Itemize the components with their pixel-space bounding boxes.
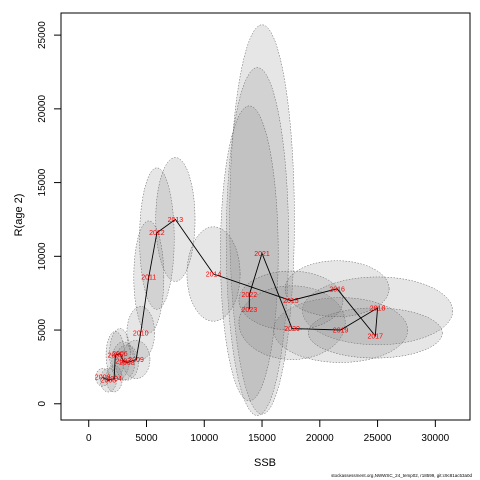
x-axis-label: SSB: [254, 457, 276, 469]
year-label-2017: 2017: [367, 333, 383, 340]
y-axis-label: R(age 2): [13, 194, 25, 237]
footer-note: stockassessment.org,NWWSC_24_temp02, r18…: [331, 473, 472, 478]
year-label-2015: 2015: [283, 298, 299, 305]
ellipse-2022: [225, 67, 289, 416]
trajectory-line: [102, 218, 379, 381]
year-label-2018: 2018: [370, 305, 386, 312]
x-axis: 0 5000 10000 15000 20000 25000 30000: [86, 419, 450, 444]
year-label-2011: 2011: [141, 274, 156, 281]
y-tick-label: 20000: [37, 95, 48, 123]
year-label-2021: 2021: [254, 251, 270, 258]
ellipse-2023: [220, 105, 279, 402]
x-tick-label: 30000: [421, 433, 449, 444]
y-tick-label: 10000: [37, 242, 48, 270]
year-label-2020: 2020: [284, 326, 300, 333]
year-label-2013: 2013: [168, 217, 184, 224]
year-label-2005: 2005: [108, 353, 124, 360]
x-tick-label: 25000: [364, 433, 392, 444]
year-label-2007: 2007: [116, 359, 132, 366]
year-label-2006: 2006: [112, 351, 128, 358]
x-tick-label: 15000: [248, 433, 276, 444]
year-label-2008: 2008: [119, 360, 135, 367]
x-tick-label: 10000: [190, 433, 218, 444]
year-label-2003: 2003: [101, 378, 117, 385]
x-tick-label: 5000: [135, 433, 158, 444]
x-tick-label: 20000: [306, 433, 334, 444]
year-label-2014: 2014: [206, 272, 222, 279]
y-axis: 0 5000 10000 15000 20000 25000: [37, 21, 62, 407]
year-label-2010: 2010: [133, 330, 149, 337]
y-tick-label: 25000: [37, 21, 48, 49]
y-tick-label: 5000: [37, 318, 48, 341]
year-label-2004: 2004: [106, 376, 122, 383]
year-label-2016: 2016: [329, 286, 345, 293]
ellipse-2021: [229, 24, 295, 415]
uncertainty-ellipses: [95, 24, 453, 416]
y-tick-label: 0: [37, 401, 48, 407]
sr-trajectory: [102, 218, 379, 381]
year-label-2022: 2022: [242, 292, 258, 299]
year-label-2023: 2023: [242, 307, 258, 314]
year-label-2019: 2019: [333, 328, 349, 335]
year-label-2012: 2012: [149, 230, 165, 237]
year-label-2002: 2002: [95, 375, 111, 382]
x-tick-label: 0: [86, 433, 92, 444]
ellipse-2020: [238, 285, 346, 360]
year-label-2009: 2009: [128, 357, 144, 364]
y-tick-label: 15000: [37, 168, 48, 196]
